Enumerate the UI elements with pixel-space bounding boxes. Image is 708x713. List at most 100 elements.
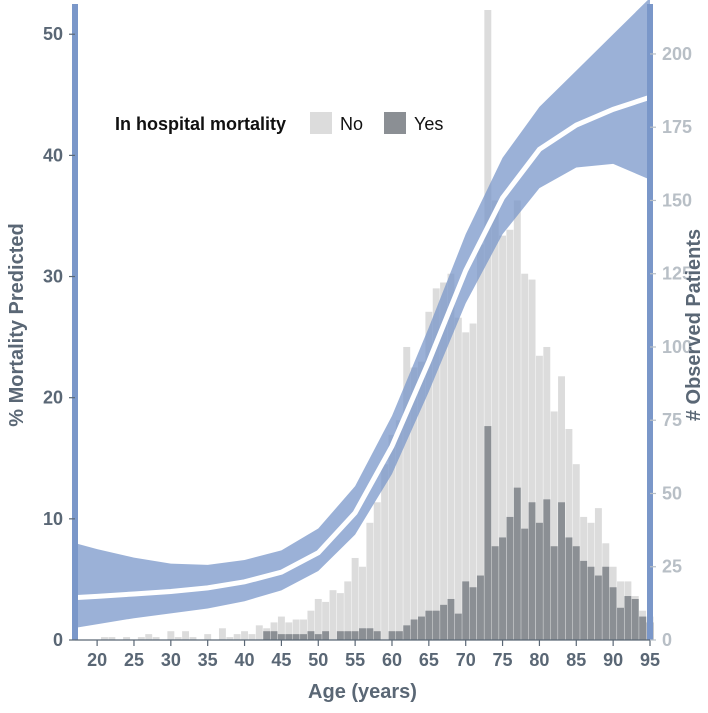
hist-bar-yes <box>293 634 300 640</box>
hist-bar-yes <box>514 488 521 640</box>
hist-bar-no <box>145 634 152 640</box>
hist-bar-yes <box>462 581 469 640</box>
hist-bar-yes <box>639 617 646 640</box>
hist-bar-yes <box>455 614 462 640</box>
hist-bar-yes <box>403 625 410 640</box>
x-tick-label: 75 <box>493 650 513 670</box>
hist-bar-yes <box>374 631 381 640</box>
hist-bar-no <box>455 318 462 640</box>
yl-tick-label: 0 <box>53 630 63 650</box>
hist-bar-no <box>241 631 248 640</box>
yr-tick-label: 150 <box>662 190 692 210</box>
left-border-bar <box>72 4 78 640</box>
x-tick-label: 80 <box>529 650 549 670</box>
hist-bar-yes <box>595 576 602 640</box>
hist-bar-yes <box>396 631 403 640</box>
right-border-bar <box>647 4 653 640</box>
hist-bar-yes <box>492 546 499 640</box>
hist-bar-yes <box>271 631 278 640</box>
hist-bar-yes <box>411 619 418 640</box>
hist-bar-no <box>248 634 255 640</box>
yl-tick-label: 10 <box>43 509 63 529</box>
hist-bar-yes <box>484 426 491 640</box>
x-tick-label: 50 <box>308 650 328 670</box>
hist-bar-yes <box>536 523 543 640</box>
x-tick-label: 35 <box>198 650 218 670</box>
hist-bar-no <box>381 464 388 640</box>
hist-bar-yes <box>278 634 285 640</box>
x-tick-label: 25 <box>124 650 144 670</box>
hist-bar-yes <box>588 567 595 640</box>
yl-tick-label: 50 <box>43 24 63 44</box>
yl-axis-label: % Mortality Predicted <box>6 223 28 426</box>
mortality-chart: 20253035404550556065707580859095Age (yea… <box>0 0 708 713</box>
hist-bar-yes <box>366 628 373 640</box>
hist-bar-yes <box>521 529 528 640</box>
yr-tick-label: 200 <box>662 44 692 64</box>
hist-bar-yes <box>624 596 631 640</box>
hist-bar-yes <box>499 537 506 640</box>
x-tick-label: 85 <box>566 650 586 670</box>
x-axis-label: Age (years) <box>308 681 417 703</box>
hist-bar-yes <box>425 611 432 640</box>
hist-bar-yes <box>263 631 270 640</box>
hist-bar-yes <box>580 561 587 640</box>
hist-bar-no <box>204 634 211 640</box>
hist-bar-yes <box>440 605 447 640</box>
hist-bar-yes <box>610 587 617 640</box>
hist-bar-yes <box>447 599 454 640</box>
hist-bar-yes <box>477 576 484 640</box>
hist-bar-no <box>352 558 359 640</box>
legend-swatch <box>384 112 406 134</box>
yl-tick-label: 30 <box>43 267 63 287</box>
yl-tick-label: 40 <box>43 145 63 165</box>
hist-bar-yes <box>632 599 639 640</box>
yr-tick-label: 0 <box>662 630 672 650</box>
hist-bar-no <box>330 590 337 640</box>
x-tick-label: 30 <box>161 650 181 670</box>
hist-bar-yes <box>433 611 440 640</box>
yr-tick-label: 50 <box>662 483 682 503</box>
hist-bar-yes <box>389 631 396 640</box>
hist-bar-yes <box>551 546 558 640</box>
legend-title: In hospital mortality <box>115 114 286 134</box>
hist-bar-yes <box>573 546 580 640</box>
hist-bar-no <box>167 631 174 640</box>
x-tick-label: 90 <box>603 650 623 670</box>
hist-bar-yes <box>529 502 536 640</box>
hist-bar-yes <box>352 631 359 640</box>
hist-bar-yes <box>315 634 322 640</box>
hist-bar-yes <box>565 537 572 640</box>
hist-bar-yes <box>543 499 550 640</box>
hist-bar-yes <box>322 631 329 640</box>
x-tick-label: 60 <box>382 650 402 670</box>
yr-tick-label: 175 <box>662 117 692 137</box>
hist-bar-yes <box>602 567 609 640</box>
legend: In hospital mortalityNoYes <box>115 112 443 134</box>
hist-bar-yes <box>344 631 351 640</box>
hist-bar-yes <box>470 587 477 640</box>
yr-axis-label: # Observed Patients <box>683 229 705 421</box>
hist-bar-no <box>374 502 381 640</box>
x-tick-label: 20 <box>87 650 107 670</box>
hist-bar-yes <box>337 631 344 640</box>
hist-bar-yes <box>300 634 307 640</box>
hist-bar-no <box>256 625 263 640</box>
hist-bar-no <box>366 523 373 640</box>
legend-swatch <box>310 112 332 134</box>
hist-bar-no <box>182 631 189 640</box>
hist-bar-yes <box>307 631 314 640</box>
x-tick-label: 95 <box>640 650 660 670</box>
yl-tick-label: 20 <box>43 388 63 408</box>
x-tick-label: 45 <box>271 650 291 670</box>
x-tick-label: 55 <box>345 650 365 670</box>
legend-item-label: Yes <box>414 114 443 134</box>
hist-bar-yes <box>558 502 565 640</box>
x-tick-label: 40 <box>235 650 255 670</box>
yr-tick-label: 25 <box>662 557 682 577</box>
hist-bar-yes <box>359 628 366 640</box>
hist-bar-no <box>234 634 241 640</box>
hist-bar-yes <box>617 608 624 640</box>
hist-bar-yes <box>506 517 513 640</box>
hist-bar-yes <box>285 634 292 640</box>
